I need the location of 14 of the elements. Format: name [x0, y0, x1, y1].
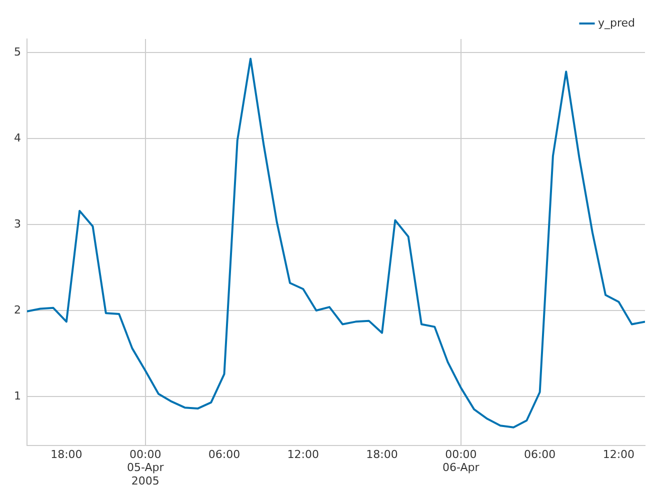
- x-tick-label: 06:00: [208, 448, 240, 461]
- y-tick-label: 3: [14, 217, 21, 230]
- legend-label: y_pred: [598, 16, 636, 30]
- x-tick-label: 12:00: [602, 448, 635, 461]
- x-tick-label: 18:00: [50, 448, 82, 461]
- x-tick-label: 00:00 06-Apr: [442, 448, 480, 474]
- y-tick-label: 4: [14, 132, 21, 145]
- x-tick-label: 00:00 05-Apr 2005: [126, 448, 164, 488]
- x-tick-label: 06:00: [524, 448, 556, 461]
- x-tick-label: 18:00: [366, 448, 398, 461]
- y-tick-label: 1: [14, 389, 21, 402]
- y-tick-label: 2: [14, 303, 21, 316]
- x-tick-label: 12:00: [287, 448, 319, 461]
- y-tick-label: 5: [14, 46, 21, 59]
